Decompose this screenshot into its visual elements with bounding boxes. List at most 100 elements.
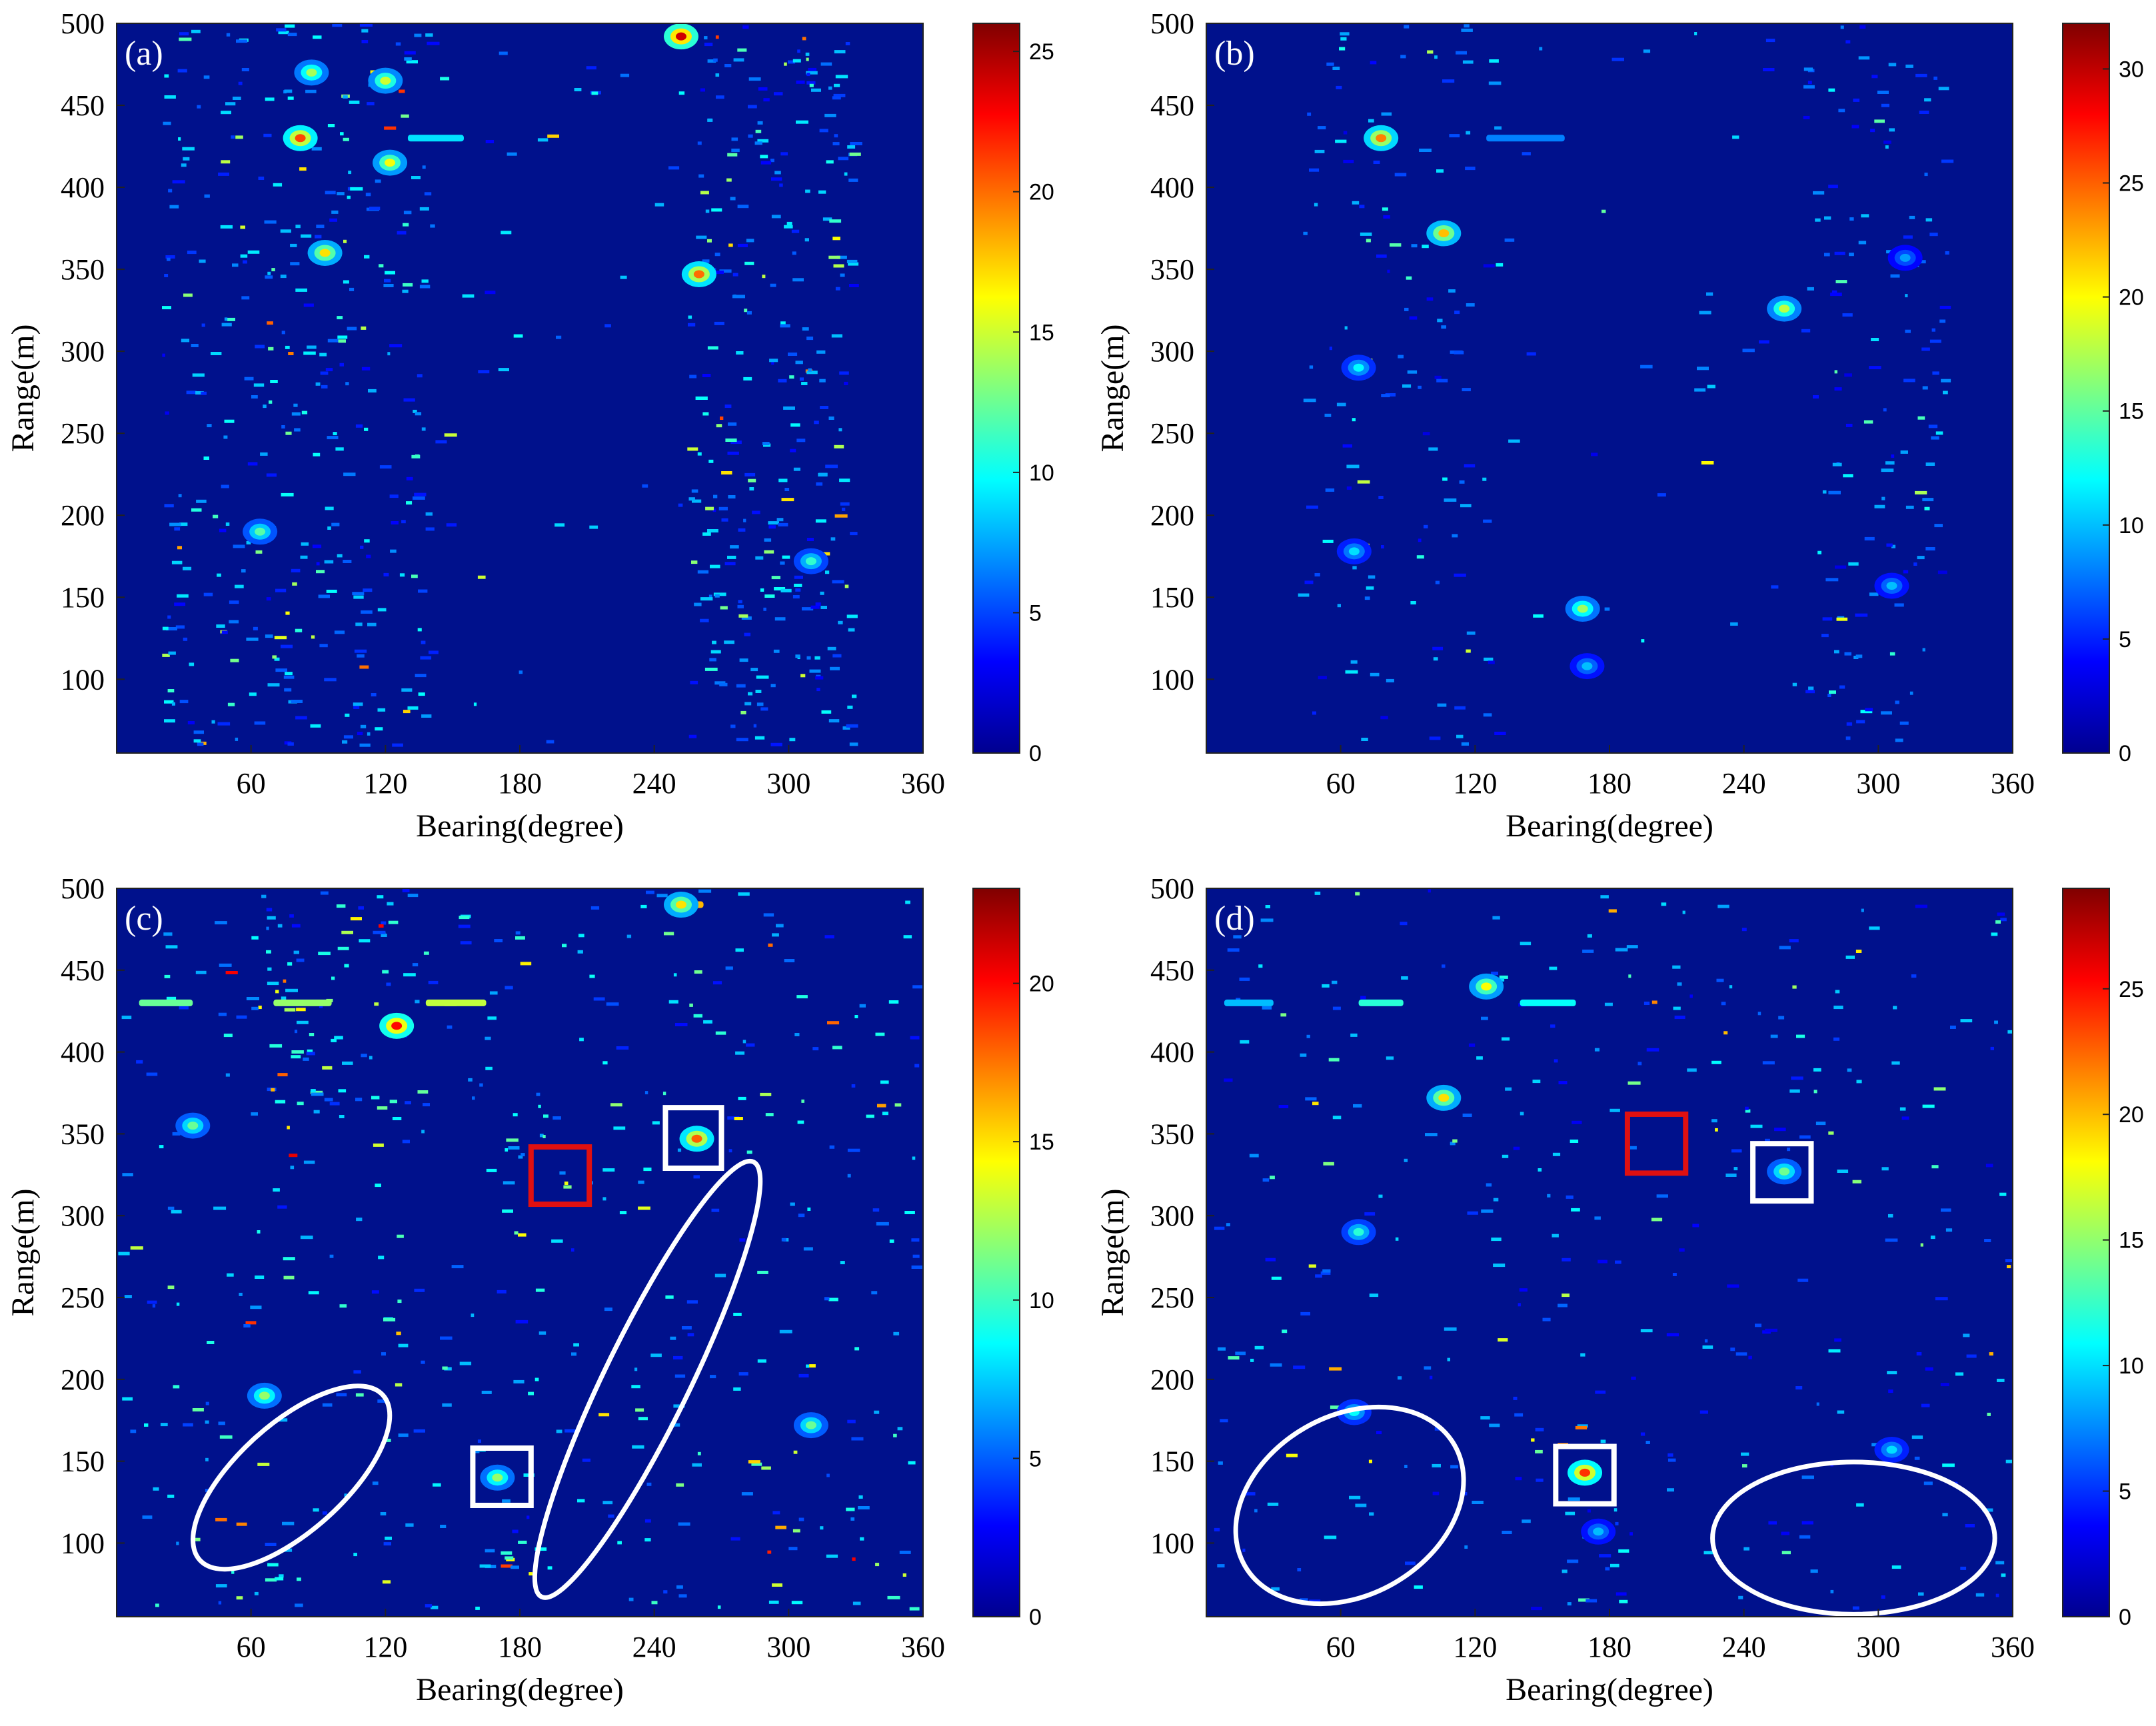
heatmap-cell (852, 1601, 861, 1605)
heatmap-cell (536, 1092, 540, 1096)
heatmap-cell (1765, 1138, 1770, 1142)
heatmap-cell (602, 1168, 615, 1172)
heatmap-cell (343, 472, 356, 476)
heatmap-cell (283, 979, 287, 983)
heatmap-cell (1550, 1024, 1556, 1028)
heatmap-cell (732, 295, 745, 299)
heatmap-cell (360, 545, 364, 549)
heatmap-cell (383, 1542, 391, 1546)
heatmap-cell (205, 1420, 209, 1424)
heatmap-cell (427, 41, 440, 45)
y-tick-label: 150 (61, 581, 105, 614)
heatmap-cell (826, 1473, 830, 1477)
heatmap-cell (430, 224, 435, 228)
heatmap-cell (329, 1102, 340, 1106)
heatmap-cell (254, 1591, 259, 1595)
heatmap-cell (1797, 1278, 1809, 1282)
heatmap-cell (425, 33, 433, 37)
heatmap-cell (707, 118, 713, 122)
heatmap-cell (1442, 79, 1455, 83)
heatmap-cell (349, 287, 355, 291)
heatmap-cell (1340, 32, 1350, 36)
heatmap-cell (1406, 276, 1412, 280)
heatmap-cell (285, 24, 295, 28)
heatmap-cell (1939, 319, 1946, 323)
heatmap-cell (543, 1114, 548, 1118)
heatmap-cell (1361, 738, 1368, 741)
heatmap-cell (337, 554, 343, 558)
heatmap-cell (1481, 1209, 1494, 1213)
heatmap-cell (179, 1006, 189, 1010)
heatmap-cell (1888, 1389, 1893, 1393)
heatmap-cell (1366, 586, 1374, 590)
heatmap-cell (1558, 1303, 1568, 1307)
heatmap-cell (732, 273, 738, 277)
heatmap-cell (339, 363, 344, 367)
heatmap-cell (389, 1100, 397, 1104)
heatmap-cell (899, 1550, 911, 1554)
heatmap-cell (700, 597, 713, 601)
heatmap-cell (236, 1015, 247, 1019)
heatmap-cell (247, 462, 258, 466)
heatmap-cell (371, 1096, 380, 1100)
heatmap-cell (689, 1003, 693, 1007)
heatmap-cell (215, 1517, 227, 1521)
heatmap-cell (1437, 319, 1443, 323)
heatmap-cell (1587, 934, 1592, 938)
heatmap-cell (1999, 1192, 2007, 1196)
heatmap-cell (1941, 379, 1951, 383)
heatmap-cell (241, 569, 246, 573)
heatmap-cell (818, 190, 826, 194)
heatmap-cell (774, 92, 783, 96)
heatmap-cell (283, 1257, 295, 1261)
heatmap-cell (285, 345, 290, 349)
heatmap-cell (281, 331, 285, 335)
heatmap-cell (515, 936, 525, 940)
heatmap-cell (791, 1601, 803, 1605)
heatmap-cell (498, 368, 509, 372)
heatmap-cell (1640, 1432, 1645, 1436)
heatmap-cell (643, 1168, 652, 1172)
heatmap-cell (737, 48, 747, 52)
heatmap-cell (291, 568, 301, 572)
heatmap-cell (499, 51, 508, 55)
heatmap-cell (725, 438, 737, 442)
heatmap-cell (1398, 355, 1404, 359)
heatmap-field (117, 888, 923, 1617)
heatmap-cell (1610, 1108, 1620, 1112)
heatmap-cell (1913, 562, 1917, 566)
heatmap-cell (1323, 1162, 1334, 1166)
heatmap-cell (251, 936, 259, 940)
heatmap-cell (830, 537, 836, 541)
heatmap-cell (365, 193, 371, 197)
heatmap-cell (338, 339, 346, 343)
heatmap-cell (261, 894, 267, 898)
heatmap-cell (1807, 81, 1812, 85)
heatmap-cell (459, 1361, 472, 1365)
heatmap-cell (762, 275, 766, 279)
heatmap-cell (1240, 1040, 1250, 1044)
heatmap-cell (1923, 1481, 1933, 1485)
heatmap-cell (769, 359, 778, 363)
heatmap-cell (871, 1291, 878, 1295)
heatmap-cell (375, 727, 383, 731)
heatmap-cell (850, 532, 858, 536)
heatmap-cell (121, 1016, 132, 1020)
heatmap-cell (1911, 974, 1917, 978)
heatmap-cell (1307, 112, 1312, 116)
heatmap-cell (310, 724, 321, 728)
heatmap-cell (556, 1429, 562, 1433)
heatmap-cell (779, 1329, 792, 1333)
heatmap-cell (724, 64, 732, 67)
heatmap-cell (324, 678, 337, 682)
heatmap-cell (485, 1066, 493, 1070)
heatmap-cell (858, 1495, 863, 1499)
heatmap-cell (1488, 660, 1495, 664)
heatmap-cell (1405, 1561, 1416, 1565)
heatmap-cell (831, 334, 842, 338)
heatmap-hotspot (693, 270, 704, 279)
heatmap-streak (1486, 135, 1565, 142)
heatmap-cell (760, 1092, 772, 1096)
heatmap-cell (213, 1206, 227, 1210)
heatmap-cell (802, 37, 806, 41)
